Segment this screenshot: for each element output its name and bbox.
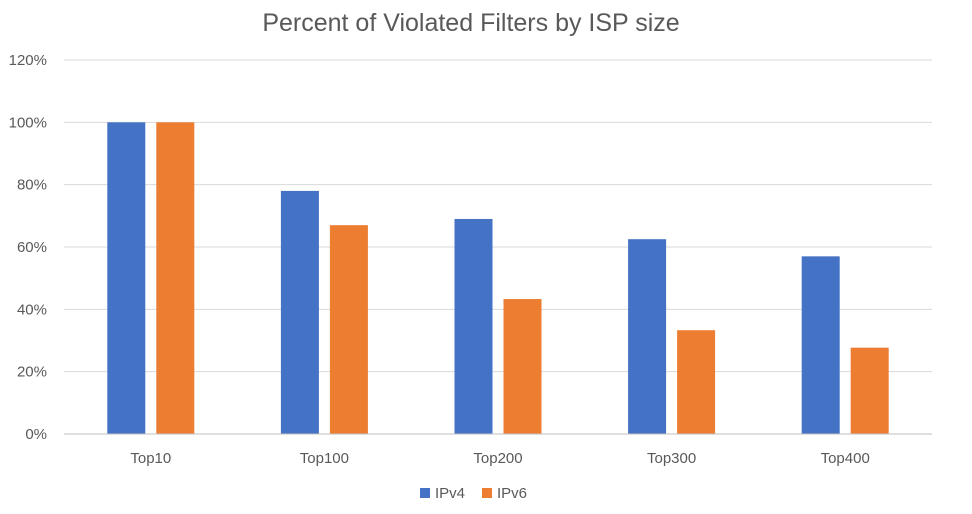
bar-ipv6-top200 [503, 299, 542, 434]
y-tick-label: 0% [25, 426, 47, 443]
bar-ipv4-top100 [280, 190, 319, 434]
y-tick-label: 120% [9, 52, 47, 69]
x-tick-label: Top300 [647, 450, 696, 467]
bar-ipv4-top400 [801, 256, 840, 434]
y-tick-label: 60% [17, 239, 47, 256]
bar-ipv6-top400 [850, 347, 889, 434]
bars [107, 122, 889, 434]
bar-ipv4-top300 [628, 239, 667, 434]
bar-ipv6-top10 [156, 122, 195, 434]
legend-label: IPv6 [497, 485, 527, 502]
y-tick-label: 40% [17, 301, 47, 318]
bar-ipv4-top200 [454, 218, 493, 434]
bar-ipv4-top10 [107, 122, 146, 434]
x-axis-ticks: Top10 Top100 Top200 Top300 Top400 [130, 450, 869, 467]
legend-swatch-ipv4 [420, 488, 430, 498]
chart-title: Percent of Violated Filters by ISP size [262, 9, 679, 37]
bar-ipv6-top300 [677, 330, 716, 434]
y-tick-label: 100% [9, 114, 47, 131]
gridlines [64, 59, 932, 373]
x-tick-label: Top10 [130, 450, 171, 467]
bar-ipv6-top100 [329, 225, 368, 434]
y-tick-label: 20% [17, 364, 47, 381]
x-tick-label: Top100 [300, 450, 349, 467]
legend: IPv4 IPv6 [420, 485, 527, 502]
x-tick-label: Top200 [473, 450, 522, 467]
y-tick-label: 80% [17, 177, 47, 194]
x-tick-label: Top400 [821, 450, 870, 467]
legend-label: IPv4 [435, 485, 465, 502]
legend-swatch-ipv6 [482, 488, 492, 498]
y-axis-ticks: 0% 20% 40% 60% 80% 100% 120% [9, 52, 47, 443]
